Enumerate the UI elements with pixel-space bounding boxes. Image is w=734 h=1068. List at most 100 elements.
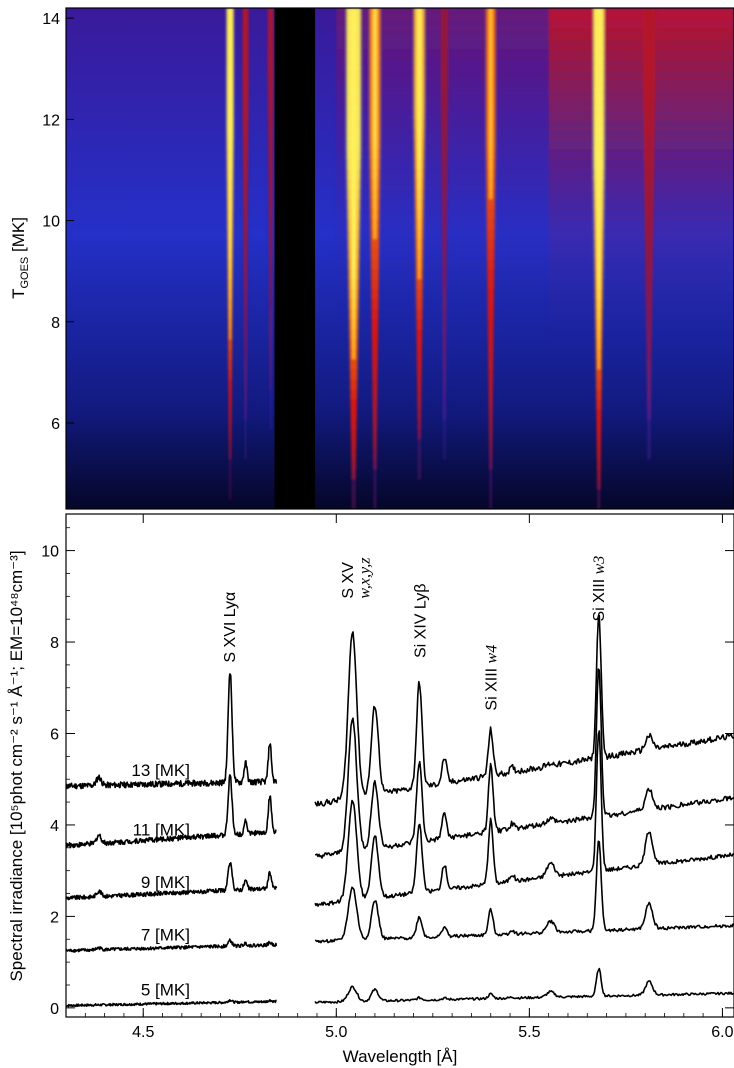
heatmap-cell <box>349 368 358 380</box>
curve-temperature-label: 13 [MK] <box>131 761 190 780</box>
heatmap-cell <box>371 278 379 290</box>
heatmap-cell <box>268 228 273 240</box>
heatmap-cell <box>441 188 448 199</box>
heatmap-cell <box>645 248 653 260</box>
heatmap-cell <box>646 358 652 370</box>
heatmap-cell <box>243 278 248 290</box>
heatmap-cell <box>488 158 493 169</box>
heatmap-cell <box>372 408 378 420</box>
heatmap-cell <box>268 208 273 220</box>
heatmap-cell <box>596 18 602 29</box>
heatmap-cell <box>416 298 423 310</box>
spectra-ticks: 4.5 5.0 5.5 6.0 0 2 4 6 8 10 <box>41 514 734 1041</box>
heatmap-cell <box>487 248 495 260</box>
heatmap-cell <box>228 428 232 440</box>
heatmap-cell <box>416 288 423 300</box>
heatmap-cell <box>244 318 248 330</box>
heatmap-cell <box>596 168 601 179</box>
heatmap-cell <box>351 278 356 290</box>
heatmap-cell <box>372 158 377 169</box>
heatmap-cell <box>269 278 273 290</box>
heatmap-cell <box>416 318 423 330</box>
curve-temperature-label: 11 [MK] <box>133 821 190 840</box>
heatmap-cell <box>643 8 656 19</box>
heatmap-cell <box>229 488 232 500</box>
heatmap-cell <box>417 388 422 400</box>
heatmap-cell <box>371 318 379 330</box>
heatmap-cell <box>488 48 493 59</box>
heatmap-cell <box>596 38 602 49</box>
heatmap-cell <box>442 238 447 250</box>
heatmap-cell <box>269 268 273 280</box>
heatmap-cell <box>228 38 232 49</box>
spectra-y-tick-label: 2 <box>50 909 59 926</box>
spectral-line-label: S XVI Lyα <box>222 592 239 663</box>
heatmap-cell <box>488 338 494 350</box>
heatmap-cell <box>228 108 232 119</box>
heatmap-cell <box>267 48 274 59</box>
heatmap-cell <box>268 178 273 189</box>
heatmap-cell <box>417 178 422 189</box>
heatmap-cell <box>228 378 232 390</box>
spectrum-line <box>314 730 734 907</box>
spectra-y-tick-label: 0 <box>50 1001 59 1018</box>
heatmap-cell <box>416 338 422 350</box>
heatmap-cell <box>417 428 421 440</box>
heatmap-cell <box>242 138 249 149</box>
heatmap-cell <box>596 448 601 460</box>
heatmap-cell <box>242 28 249 39</box>
heatmap-cell <box>417 248 421 260</box>
heatmap-cell <box>596 78 602 89</box>
heatmap-cell <box>596 98 602 109</box>
heatmap-cell <box>372 138 378 149</box>
heatmap-cell <box>372 398 378 410</box>
heatmap-cell <box>417 218 421 230</box>
heatmap-cell <box>372 188 377 199</box>
heatmap-cell <box>351 328 356 340</box>
heatmap-cell <box>350 8 357 19</box>
heatmap-cell <box>488 358 494 370</box>
heatmap-cell <box>370 238 380 250</box>
heatmap-cell <box>417 108 422 119</box>
spectral-line-label: S XV <box>340 562 357 599</box>
heatmap-cell <box>643 138 655 149</box>
heatmap-cell <box>242 108 249 119</box>
heatmap-cell <box>596 138 602 149</box>
heatmap-cell <box>548 108 734 119</box>
heatmap-cell <box>352 348 356 360</box>
heatmap-cell <box>488 88 493 99</box>
heatmap-cell <box>487 288 494 300</box>
heatmap-cell <box>597 288 601 300</box>
heatmap-cell <box>267 58 274 69</box>
heatmap-cell <box>228 58 232 69</box>
heatmap-cell <box>548 128 734 139</box>
heatmap-cell <box>373 448 377 460</box>
heatmap-cell <box>417 258 421 270</box>
heatmap-cell <box>228 168 232 179</box>
heatmap-cell <box>417 238 421 250</box>
heatmap-cell <box>646 368 652 380</box>
heatmap-cell <box>349 358 358 370</box>
heatmap-cell <box>647 438 651 450</box>
heatmap-cell <box>486 208 495 220</box>
heatmap-cell <box>243 208 248 220</box>
heatmap-cell <box>596 198 601 209</box>
heatmap-cell <box>443 408 446 420</box>
heatmap-frame <box>65 7 734 510</box>
heatmap-cell <box>268 138 274 149</box>
heatmap-cell <box>488 98 493 109</box>
heatmap-cell <box>417 198 422 209</box>
heatmap-cell <box>372 368 378 380</box>
heatmap-cell <box>597 268 601 280</box>
heatmap-cell <box>596 158 601 169</box>
heatmap-cell <box>488 428 493 440</box>
heatmap-cell <box>243 168 248 179</box>
spectra-x-tick-label: 5.0 <box>325 1024 347 1041</box>
heatmap-cell <box>372 18 378 29</box>
heatmap-cell <box>442 298 447 310</box>
heatmap-cell <box>350 58 357 69</box>
spectra-y-tick-label: 4 <box>50 818 59 835</box>
heatmap-cell <box>441 148 448 159</box>
heatmap-y-tick-label: 10 <box>42 214 60 231</box>
heatmap-cell <box>351 498 356 509</box>
